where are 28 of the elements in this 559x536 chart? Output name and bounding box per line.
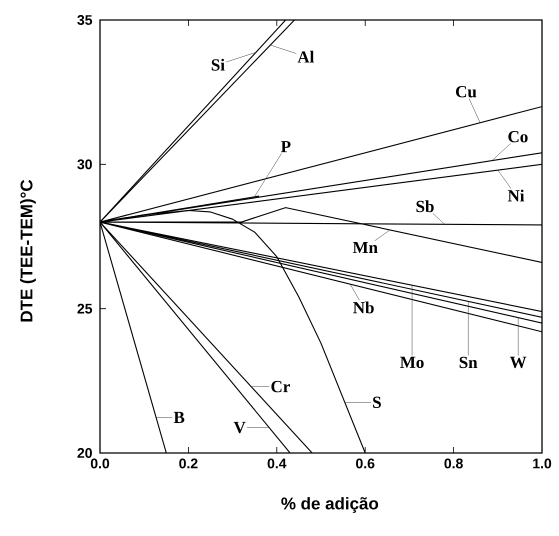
series-label: Cu xyxy=(456,86,476,98)
y-tick-label: 30 xyxy=(77,159,92,170)
x-tick-label: 1.0 xyxy=(533,458,552,468)
x-tick-label: 0.2 xyxy=(179,458,198,468)
text: P xyxy=(280,141,291,152)
x-tick-label: 0.0 xyxy=(90,458,110,468)
series-label: S xyxy=(373,396,381,408)
x-axis-title: % de adição xyxy=(281,497,378,513)
x-tick-label: 0.4 xyxy=(268,458,286,468)
series-label: Cr xyxy=(271,380,290,392)
series-label: V xyxy=(234,422,246,434)
x-tick-label: 0.6 xyxy=(356,458,374,468)
series-label: B xyxy=(174,412,184,424)
series-label: Nb xyxy=(353,301,374,314)
y-tick-label: 25 xyxy=(77,304,92,314)
series-label: Si xyxy=(212,58,225,71)
y-tick-label: 35 xyxy=(77,15,92,25)
series-label: Ni xyxy=(508,190,524,202)
series-label: Sb xyxy=(416,200,434,212)
x-tick-label: 0.8 xyxy=(444,458,463,468)
y-axis-title: DTE (TEE-TEM)°C xyxy=(20,180,36,322)
text: Mo xyxy=(400,356,424,368)
series-label: Co xyxy=(508,130,528,142)
text: W xyxy=(510,356,526,368)
y-tick-label: 20 xyxy=(77,448,92,458)
series-label: Mn xyxy=(352,242,378,254)
text: Sn xyxy=(460,356,478,368)
series-label: Al xyxy=(298,50,314,63)
